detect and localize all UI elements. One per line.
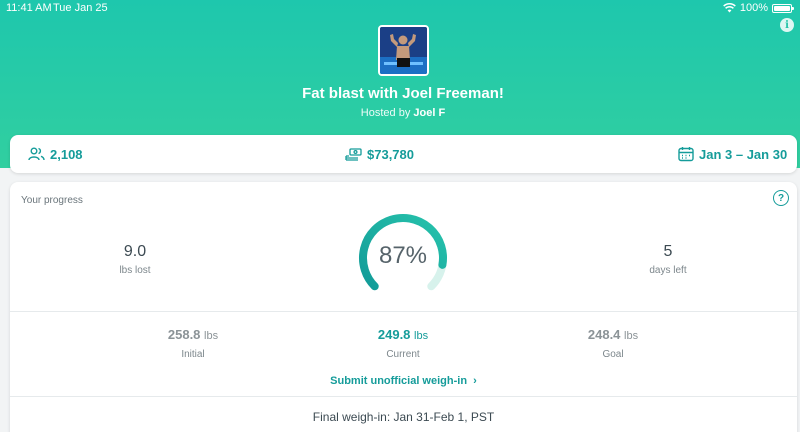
calendar-icon	[678, 147, 694, 162]
initial-weight-label: Initial	[181, 349, 205, 360]
weight-unit: lbs	[414, 330, 429, 342]
days-left-value: 5	[663, 243, 673, 260]
weight-unit: lbs	[204, 330, 219, 342]
submit-weigh-in-link[interactable]: Submit unofficial weigh-in ›	[10, 375, 797, 387]
host-avatar	[378, 25, 429, 76]
host-line: Hosted by Joel F	[0, 107, 800, 119]
goal-weight: 248.4 lbs Goal	[563, 327, 663, 360]
days-left-stat: 5 days left	[618, 243, 718, 276]
progress-gauge	[359, 214, 447, 291]
current-weight-value: 249.8	[377, 327, 411, 342]
weight-unit: lbs	[624, 330, 639, 342]
challenge-dates: Jan 3 – Jan 30	[699, 146, 788, 162]
participants-count: 2,108	[50, 146, 83, 162]
lbs-lost-label: lbs lost	[119, 265, 151, 276]
goal-weight-value: 248.4	[587, 327, 621, 342]
current-weight: 249.8 lbs Current	[353, 327, 453, 360]
battery-icon	[772, 3, 794, 13]
money-stack-icon	[345, 148, 362, 161]
divider	[10, 311, 797, 312]
host-name[interactable]: Joel F	[413, 107, 446, 119]
hosted-by-label: Hosted by	[360, 107, 411, 119]
chevron-right-icon: ›	[470, 375, 477, 387]
challenge-stats-card: 2,108 $73,780 Jan 3 – Jan 30	[10, 135, 797, 173]
pot-amount: $73,780	[367, 146, 414, 162]
days-left-label: days left	[649, 265, 687, 276]
battery-percent: 100%	[739, 2, 768, 14]
info-icon[interactable]: i	[780, 18, 794, 32]
pot-stat[interactable]: $73,780	[345, 135, 414, 173]
initial-weight: 258.8 lbs Initial	[143, 327, 243, 360]
lbs-lost-stat: 9.0 lbs lost	[85, 243, 185, 276]
help-icon[interactable]: ?	[773, 190, 789, 206]
status-date: Tue Jan 25	[53, 2, 108, 14]
lbs-lost-value: 9.0	[123, 243, 147, 260]
people-icon	[28, 147, 45, 161]
progress-card: Your progress ? 9.0 lbs lost 87% 5 days …	[10, 182, 797, 432]
initial-weight-value: 258.8	[167, 327, 201, 342]
submit-weigh-in-label: Submit unofficial weigh-in	[330, 375, 468, 387]
status-time: 11:41 AM	[6, 2, 52, 14]
divider	[10, 396, 797, 397]
current-weight-label: Current	[386, 349, 420, 360]
wifi-icon	[723, 3, 736, 13]
participants-stat[interactable]: 2,108	[28, 135, 83, 173]
dates-stat[interactable]: Jan 3 – Jan 30	[678, 135, 787, 173]
final-weigh-in: Final weigh-in: Jan 31-Feb 1, PST	[312, 410, 495, 424]
progress-label: Your progress	[21, 195, 83, 206]
progress-percent: 87%	[378, 242, 428, 269]
status-indicators: 100%	[723, 2, 794, 14]
challenge-title: Fat blast with Joel Freeman!	[302, 85, 504, 102]
status-bar: 11:41 AM Tue Jan 25 100%	[0, 0, 800, 18]
gauge-fill	[359, 214, 447, 291]
goal-weight-label: Goal	[602, 349, 624, 360]
